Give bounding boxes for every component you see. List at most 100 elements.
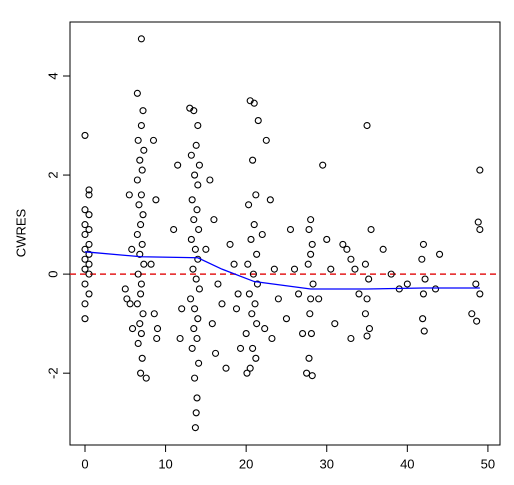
data-point [81, 265, 89, 273]
data-point [253, 250, 261, 258]
data-point [323, 235, 331, 243]
data-point [308, 372, 316, 380]
data-point [137, 280, 145, 288]
x-tick-label: 0 [81, 456, 88, 471]
data-point [306, 310, 314, 318]
data-point [249, 344, 257, 352]
data-point [85, 186, 93, 194]
data-point [363, 295, 371, 303]
data-point [319, 161, 327, 169]
data-point [309, 280, 317, 288]
data-point [150, 310, 158, 318]
data-point [315, 295, 323, 303]
data-point [474, 218, 482, 226]
data-point [245, 290, 253, 298]
data-point [187, 295, 195, 303]
data-point [85, 225, 93, 234]
data-point [476, 166, 484, 174]
data-point [192, 409, 200, 417]
data-point [85, 211, 93, 219]
data-point [123, 295, 131, 303]
y-tick-label: 4 [45, 72, 60, 79]
data-point [128, 325, 137, 333]
data-point [149, 136, 158, 144]
data-point [274, 295, 282, 303]
data-point [270, 265, 278, 273]
data-point [208, 320, 216, 328]
data-point [189, 265, 197, 273]
data-point [247, 235, 255, 243]
data-point [85, 240, 93, 248]
data-point [431, 285, 440, 293]
data-point [135, 201, 143, 209]
data-point [137, 221, 145, 229]
data-point [85, 250, 93, 258]
data-point [193, 334, 201, 343]
data-point [138, 354, 146, 362]
data-point [193, 394, 201, 402]
data-point [261, 325, 269, 333]
data-point [81, 315, 89, 323]
data-point [188, 196, 196, 204]
data-point [191, 245, 199, 253]
data-point [128, 245, 136, 253]
data-point [194, 315, 202, 323]
data-point [81, 230, 89, 239]
data-point [305, 225, 313, 234]
data-point [134, 339, 142, 348]
y-tick-label: -2 [45, 367, 60, 379]
data-point [136, 156, 144, 164]
y-axis-label: CWRES [13, 208, 28, 257]
data-point [137, 35, 145, 43]
data-point [307, 330, 315, 338]
data-point [174, 161, 182, 169]
data-point [136, 250, 144, 258]
data-point [472, 280, 480, 288]
data-point [253, 320, 261, 328]
data-point [191, 171, 199, 179]
data-point [133, 300, 141, 308]
data-point [85, 290, 93, 298]
data-point [134, 270, 142, 278]
data-point [253, 280, 261, 288]
data-point [211, 349, 220, 357]
data-point [262, 136, 270, 144]
data-point [137, 121, 145, 130]
data-point [379, 245, 387, 253]
data-point [125, 191, 133, 199]
data-point [418, 255, 426, 263]
data-point [243, 369, 251, 377]
plot-frame [69, 21, 501, 446]
data-point [140, 260, 148, 268]
data-point [268, 334, 276, 343]
data-point [170, 225, 178, 234]
x-tick-label: 40 [400, 456, 414, 471]
data-point [214, 280, 222, 288]
data-point [249, 156, 257, 164]
data-point [242, 330, 250, 338]
data-point [286, 225, 295, 234]
data-point [188, 344, 196, 352]
data-point [419, 240, 427, 248]
data-point [133, 230, 141, 239]
data-point [178, 305, 186, 313]
data-point [250, 221, 258, 229]
data-point [153, 325, 162, 333]
data-point [436, 250, 444, 258]
data-point [365, 325, 374, 333]
data-point [195, 161, 203, 169]
data-point [249, 270, 257, 278]
data-point [251, 300, 259, 308]
data-point [365, 275, 373, 283]
x-tick-label: 30 [320, 456, 334, 471]
data-point [252, 354, 260, 362]
data-point [187, 235, 195, 243]
data-point [299, 330, 307, 338]
data-point [190, 107, 198, 115]
data-point [308, 240, 316, 248]
y-tick-label: 2 [45, 171, 60, 178]
data-point [81, 255, 89, 263]
data-point [307, 250, 315, 258]
data-point [206, 176, 214, 184]
